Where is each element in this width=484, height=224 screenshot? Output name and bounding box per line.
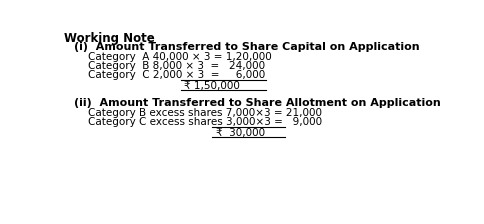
Text: (i)  Amount Transferred to Share Capital on Application: (i) Amount Transferred to Share Capital … [75,41,420,52]
Text: Category C excess shares 3,000×3 =   9,000: Category C excess shares 3,000×3 = 9,000 [88,117,322,127]
Text: Category  A 40,000 × 3 = 1,20,000: Category A 40,000 × 3 = 1,20,000 [88,52,272,62]
Text: (ii)  Amount Transferred to Share Allotment on Application: (ii) Amount Transferred to Share Allotme… [75,98,441,108]
Text: ₹  30,000: ₹ 30,000 [215,128,265,138]
Text: Category B excess shares 7,000×3 = 21,000: Category B excess shares 7,000×3 = 21,00… [88,108,322,118]
Text: ₹ 1,50,000: ₹ 1,50,000 [184,81,241,91]
Text: Working Note: Working Note [64,32,155,45]
Text: Category  B 8,000 × 3  =   24,000: Category B 8,000 × 3 = 24,000 [88,61,265,71]
Text: Category  C 2,000 × 3  =     6,000: Category C 2,000 × 3 = 6,000 [88,70,265,80]
